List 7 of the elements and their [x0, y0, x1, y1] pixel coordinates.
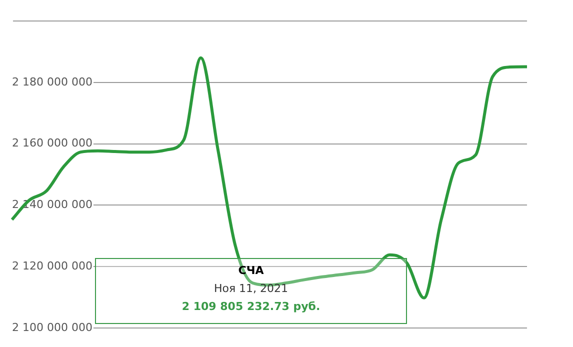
y-tick-label: 2 120 000 000	[12, 259, 92, 272]
y-tick-label: 2 180 000 000	[12, 75, 92, 88]
y-tick-label: 2 100 000 000	[12, 320, 92, 334]
annotation: Ноя 11, 2021	[212, 282, 290, 295]
y-tick-label: 2 160 000 000	[12, 136, 92, 150]
annotation: 2 109 805 232.73 руб.	[180, 300, 322, 313]
line-series	[10, 56, 528, 300]
